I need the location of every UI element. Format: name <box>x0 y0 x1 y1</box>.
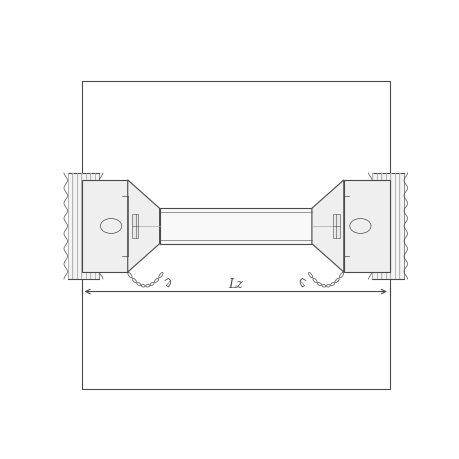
Bar <box>67 174 69 280</box>
Bar <box>394 174 396 280</box>
Text: Lz: Lz <box>228 277 243 290</box>
Bar <box>381 174 382 280</box>
Polygon shape <box>311 180 343 273</box>
Bar <box>95 174 96 280</box>
Bar <box>81 174 83 280</box>
Bar <box>398 174 400 280</box>
Bar <box>332 214 339 239</box>
Bar <box>132 214 138 239</box>
Bar <box>371 174 373 280</box>
Bar <box>390 174 391 280</box>
Bar <box>343 180 389 273</box>
Bar <box>67 174 99 280</box>
Bar <box>385 174 386 280</box>
Bar <box>376 174 377 280</box>
Bar <box>72 174 73 280</box>
Bar <box>82 82 389 389</box>
Bar <box>159 209 311 244</box>
Bar <box>85 174 87 280</box>
Bar <box>90 174 92 280</box>
Bar <box>77 174 78 280</box>
Bar <box>371 174 403 280</box>
Polygon shape <box>128 180 159 273</box>
Bar <box>82 180 128 273</box>
